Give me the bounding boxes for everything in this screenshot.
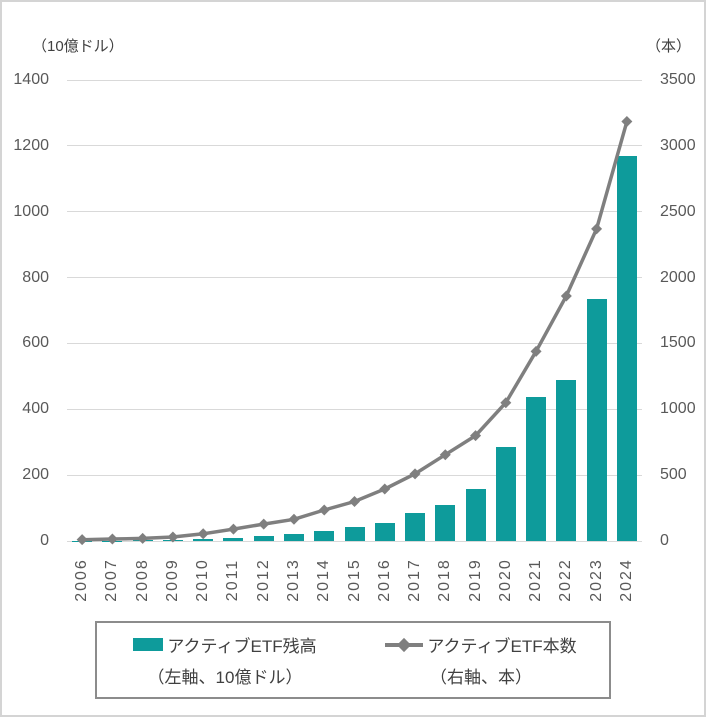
left-axis-tick-600: 600 (22, 334, 49, 352)
line-marker-2016 (379, 483, 391, 495)
legend: アクティブETF残高 （左軸、10億ドル） アクティブETF本数 （右軸、本） (95, 621, 611, 699)
left-axis-tick-0: 0 (40, 532, 49, 549)
bar-2021 (526, 397, 547, 541)
gridline-1200 (67, 145, 642, 147)
right-axis-tick-2500: 2500 (660, 202, 696, 220)
bar-2020 (495, 447, 516, 541)
line-marker-2011 (227, 523, 239, 535)
x-tick-2008: 2008 (133, 558, 151, 602)
x-tick-2015: 2015 (345, 558, 363, 602)
bar-2010 (193, 539, 214, 541)
line-marker-2010 (197, 528, 209, 540)
legend-entry-bar-series: アクティブETF残高 （左軸、10億ドル） (97, 632, 353, 688)
x-tick-2007: 2007 (103, 558, 121, 602)
x-tick-2009: 2009 (163, 558, 181, 602)
line-series (76, 115, 633, 546)
x-tick-2016: 2016 (375, 558, 393, 602)
line-marker-2020 (500, 397, 512, 409)
diamond-marker-icon (397, 637, 412, 652)
line-marker-2017 (409, 468, 421, 480)
right-axis-tick-500: 500 (660, 466, 687, 484)
line-marker-2019 (470, 430, 482, 442)
left-axis-tick-800: 800 (22, 268, 49, 286)
x-tick-2010: 2010 (194, 558, 212, 602)
legend-label-line-series: アクティブETF本数 (427, 637, 577, 656)
line-marker-2007 (106, 533, 118, 545)
x-tick-2022: 2022 (557, 558, 575, 602)
gridline-1400 (67, 79, 642, 81)
line-marker-2023 (591, 223, 603, 235)
legend-label-bar-series: アクティブETF残高 (167, 637, 317, 656)
legend-entry-line-series: アクティブETF本数 （右軸、本） (353, 632, 609, 688)
line-marker-2021 (530, 345, 542, 357)
x-tick-2024: 2024 (617, 558, 635, 602)
bar-2016 (374, 522, 395, 541)
bar-2014 (314, 530, 335, 541)
line-marker-2013 (288, 513, 300, 525)
x-tick-2013: 2013 (284, 558, 302, 602)
line-marker-2015 (349, 495, 360, 507)
left-axis-tick-400: 400 (22, 400, 49, 418)
left-axis-unit-label: （10億ドル） (32, 38, 124, 55)
bar-2023 (586, 298, 607, 541)
line-marker-2024 (621, 115, 633, 127)
x-tick-2023: 2023 (587, 558, 605, 602)
bar-2024 (616, 155, 637, 541)
x-tick-2006: 2006 (73, 558, 91, 602)
line-marker-2008 (137, 532, 149, 544)
x-tick-2021: 2021 (527, 558, 545, 602)
legend-sublabel-bar-series: （左軸、10億ドル） (147, 668, 303, 687)
right-axis-unit-label: （本） (646, 38, 692, 55)
left-axis-tick-1200: 1200 (13, 136, 49, 154)
legend-sublabel-line-series: （右軸、本） (430, 668, 532, 687)
x-tick-2012: 2012 (254, 558, 272, 602)
right-axis-tick-3500: 3500 (660, 71, 696, 88)
line-marker-2006 (76, 534, 88, 546)
bar-2022 (556, 380, 577, 541)
x-tick-2020: 2020 (496, 558, 514, 602)
bar-2017 (405, 513, 426, 541)
line-marker-2022 (560, 290, 572, 302)
line-marker-2014 (318, 504, 330, 516)
line-marker-2018 (439, 449, 451, 461)
x-tick-2018: 2018 (436, 558, 454, 602)
right-axis-tick-0: 0 (660, 532, 669, 549)
gridline-400 (67, 408, 642, 410)
right-axis-tick-3000: 3000 (660, 136, 696, 154)
line-marker-2012 (258, 518, 270, 530)
gridline-800 (67, 277, 642, 279)
gridline-600 (67, 342, 642, 344)
left-axis-tick-1000: 1000 (13, 202, 49, 220)
bar-series-swatch (133, 638, 164, 651)
bar-2019 (465, 489, 486, 541)
bar-2018 (435, 505, 456, 541)
line-marker-2009 (167, 531, 179, 543)
left-axis-tick-1400: 1400 (13, 71, 49, 88)
bar-2013 (283, 534, 304, 541)
bar-2012 (253, 536, 274, 541)
x-tick-2011: 2011 (224, 558, 242, 602)
gridline-200 (67, 474, 642, 476)
right-axis-tick-1500: 1500 (660, 334, 696, 352)
left-axis-tick-200: 200 (22, 466, 49, 484)
plot-area (67, 79, 642, 546)
x-tick-2019: 2019 (466, 558, 484, 602)
x-tick-2017: 2017 (406, 558, 424, 602)
right-axis-tick-1000: 1000 (660, 400, 696, 418)
line-series-swatch (385, 637, 424, 652)
right-axis-tick-2000: 2000 (660, 268, 696, 286)
gridline-0 (67, 540, 642, 542)
bar-2015 (344, 526, 365, 541)
gridline-1000 (67, 211, 642, 213)
bar-2011 (223, 538, 244, 541)
x-tick-2014: 2014 (315, 558, 333, 602)
